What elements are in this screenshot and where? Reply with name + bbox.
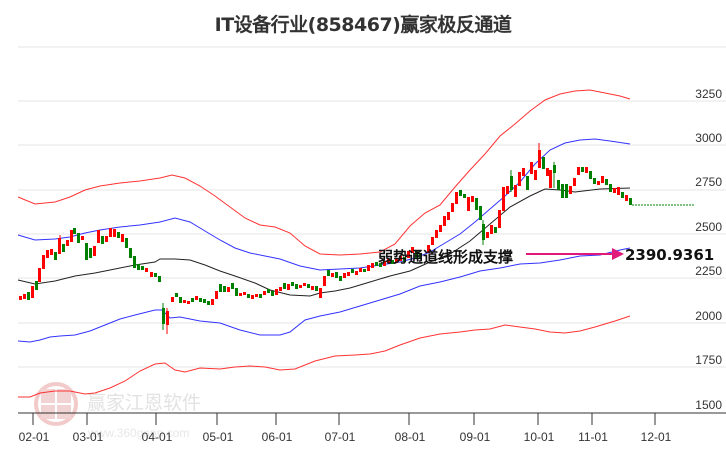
annotation-value: 2390.9361 bbox=[625, 246, 714, 264]
gridlines bbox=[18, 100, 726, 368]
x-tick: 02-01 bbox=[19, 430, 50, 444]
candlesticks bbox=[19, 143, 632, 334]
y-tick: 3000 bbox=[695, 131, 722, 145]
chart-title: IT设备行业(858467)赢家极反通道 bbox=[214, 14, 512, 36]
watermark-logo-icon bbox=[34, 382, 78, 426]
y-tick: 3250 bbox=[695, 87, 722, 101]
x-tick: 07-01 bbox=[325, 430, 356, 444]
outer-lower-band bbox=[18, 315, 631, 398]
x-tick: 08-01 bbox=[395, 430, 426, 444]
inner-lower-band bbox=[17, 247, 631, 343]
watermark-url: www.360gann.com bbox=[87, 426, 189, 440]
y-tick: 2750 bbox=[695, 175, 722, 189]
y-tick: 1750 bbox=[695, 353, 722, 367]
middle-line bbox=[17, 187, 631, 297]
x-tick: 12-01 bbox=[641, 430, 672, 444]
y-axis: 3250 3000 2750 2500 2250 2000 1750 1500 bbox=[695, 87, 722, 412]
arrow-head-icon bbox=[612, 248, 624, 260]
y-tick: 2500 bbox=[695, 220, 722, 234]
y-tick: 2250 bbox=[695, 264, 722, 278]
watermark: 赢家江恩软件 www.360gann.com bbox=[34, 382, 201, 440]
x-axis: 02-01 03-01 04-01 05-01 06-01 07-01 08-0… bbox=[18, 412, 726, 444]
y-tick: 2000 bbox=[695, 309, 722, 323]
watermark-brand: 赢家江恩软件 bbox=[87, 392, 201, 414]
outer-upper-band bbox=[17, 89, 631, 256]
x-tick: 04-01 bbox=[142, 430, 173, 444]
x-tick: 06-01 bbox=[262, 430, 293, 444]
x-tick: 10-01 bbox=[524, 430, 555, 444]
y-tick: 1500 bbox=[695, 398, 722, 412]
x-tick: 09-01 bbox=[460, 430, 491, 444]
x-tick: 11-01 bbox=[578, 430, 608, 444]
x-tick: 03-01 bbox=[73, 430, 104, 444]
support-annotation: 弱势通道线形成支撑 2390.9361 bbox=[378, 246, 714, 266]
annotation-label: 弱势通道线形成支撑 bbox=[378, 248, 513, 266]
x-tick: 05-01 bbox=[203, 430, 234, 444]
